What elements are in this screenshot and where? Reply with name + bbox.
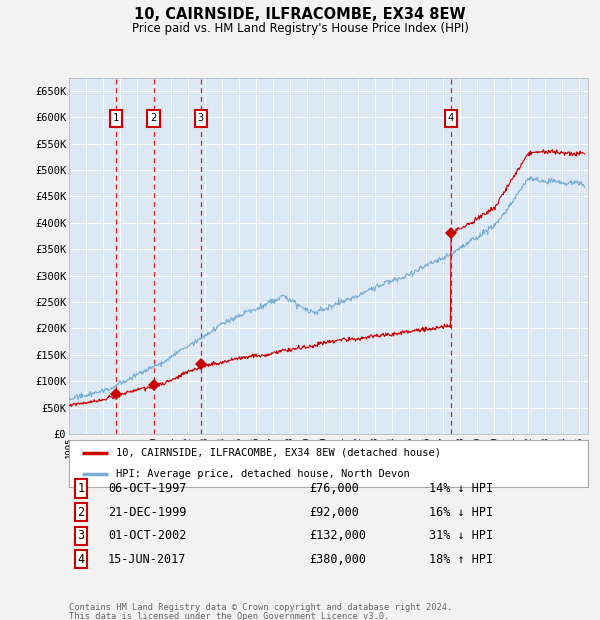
Text: Contains HM Land Registry data © Crown copyright and database right 2024.: Contains HM Land Registry data © Crown c…: [69, 603, 452, 612]
Text: £76,000: £76,000: [309, 482, 359, 495]
Text: £132,000: £132,000: [309, 529, 366, 542]
Text: 01-OCT-2002: 01-OCT-2002: [108, 529, 187, 542]
Text: 15-JUN-2017: 15-JUN-2017: [108, 553, 187, 565]
Text: 4: 4: [77, 553, 85, 565]
Text: £92,000: £92,000: [309, 506, 359, 518]
Text: HPI: Average price, detached house, North Devon: HPI: Average price, detached house, Nort…: [116, 469, 409, 479]
Text: This data is licensed under the Open Government Licence v3.0.: This data is licensed under the Open Gov…: [69, 612, 389, 620]
Text: 16% ↓ HPI: 16% ↓ HPI: [429, 506, 493, 518]
Text: 21-DEC-1999: 21-DEC-1999: [108, 506, 187, 518]
Text: 1: 1: [77, 482, 85, 495]
Text: Price paid vs. HM Land Registry's House Price Index (HPI): Price paid vs. HM Land Registry's House …: [131, 22, 469, 35]
Text: 3: 3: [77, 529, 85, 542]
Text: £380,000: £380,000: [309, 553, 366, 565]
Text: 4: 4: [448, 113, 454, 123]
Text: 31% ↓ HPI: 31% ↓ HPI: [429, 529, 493, 542]
Text: 3: 3: [198, 113, 204, 123]
Text: 1: 1: [113, 113, 119, 123]
Text: 2: 2: [77, 506, 85, 518]
Text: 14% ↓ HPI: 14% ↓ HPI: [429, 482, 493, 495]
Text: 10, CAIRNSIDE, ILFRACOMBE, EX34 8EW (detached house): 10, CAIRNSIDE, ILFRACOMBE, EX34 8EW (det…: [116, 448, 441, 458]
Text: 2: 2: [151, 113, 157, 123]
Text: 10, CAIRNSIDE, ILFRACOMBE, EX34 8EW: 10, CAIRNSIDE, ILFRACOMBE, EX34 8EW: [134, 7, 466, 22]
Text: 06-OCT-1997: 06-OCT-1997: [108, 482, 187, 495]
Text: 18% ↑ HPI: 18% ↑ HPI: [429, 553, 493, 565]
